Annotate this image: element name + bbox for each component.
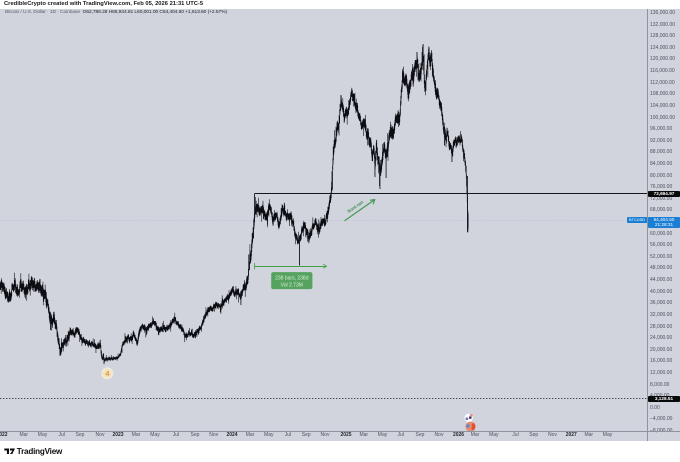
svg-text:238 bars, 238d: 238 bars, 238d bbox=[275, 276, 309, 282]
svg-text:Vol 2.73M: Vol 2.73M bbox=[281, 283, 303, 289]
svg-text:4: 4 bbox=[105, 369, 110, 378]
